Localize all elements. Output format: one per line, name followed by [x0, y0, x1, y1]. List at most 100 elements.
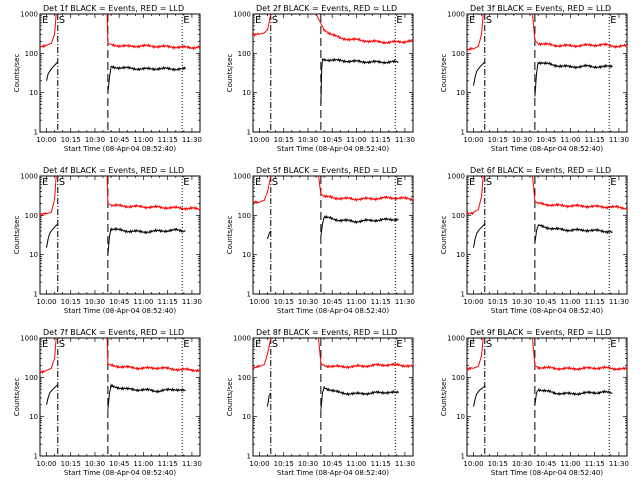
x-axis-label: Start Time (08-Apr-04 08:52:40)	[64, 469, 176, 477]
y-tick-label: 1000	[447, 335, 465, 343]
lld-series-line	[106, 338, 200, 373]
x-tick-label: 10:00	[463, 460, 483, 468]
marker-s: S	[59, 15, 65, 26]
y-axis-label: Counts/sec	[440, 378, 448, 417]
lld-series-line	[106, 14, 200, 51]
y-tick-label: 10	[456, 251, 465, 259]
y-tick-label: 100	[25, 50, 38, 58]
x-tick-label: 11:30	[395, 136, 415, 144]
lld-series-line	[467, 338, 484, 371]
y-tick-label: 100	[238, 50, 251, 58]
x-tick-label: 10:45	[109, 298, 129, 306]
y-tick-label: 100	[238, 212, 251, 220]
panel-title: Det 7f BLACK = Events, RED = LLD	[43, 328, 184, 337]
x-tick-label: 10:00	[36, 298, 56, 306]
marker-e: E	[255, 339, 261, 350]
x-tick-label: 11:30	[609, 298, 629, 306]
panel: Det 3f BLACK = Events, RED = LLD 1 10 100 10…	[440, 4, 629, 153]
events-series-line	[107, 226, 186, 255]
x-tick-label: 10:45	[536, 460, 556, 468]
y-tick-label: 10	[242, 413, 251, 421]
panel-title: Det 4f BLACK = Events, RED = LLD	[43, 166, 184, 175]
x-tick-label: 10:30	[85, 298, 105, 306]
x-tick-label: 10:00	[249, 460, 269, 468]
x-tick-label: 10:00	[249, 136, 269, 144]
x-tick-label: 11:00	[560, 460, 580, 468]
x-tick-label: 10:15	[61, 136, 81, 144]
marker-e: E	[255, 177, 261, 188]
panel-title: Det 6f BLACK = Events, RED = LLD	[470, 166, 611, 175]
lld-series-line	[532, 338, 627, 372]
marker-e: E	[255, 15, 261, 26]
marker-s: S	[486, 15, 492, 26]
x-tick-label: 11:30	[182, 298, 202, 306]
y-tick-label: 1	[34, 453, 38, 461]
lld-series-line	[467, 14, 484, 52]
x-tick-label: 10:45	[322, 460, 342, 468]
y-tick-label: 1	[247, 291, 251, 299]
x-axis-label: Start Time (08-Apr-04 08:52:40)	[491, 145, 603, 153]
y-tick-label: 1	[247, 453, 251, 461]
y-tick-label: 1000	[233, 335, 251, 343]
x-tick-label: 10:00	[36, 136, 56, 144]
x-tick-label: 10:00	[463, 136, 483, 144]
panel: Det 2f BLACK = Events, RED = LLD 1 10 100 10…	[226, 4, 415, 153]
x-tick-label: 10:30	[512, 136, 532, 144]
lld-series-line	[532, 14, 627, 49]
x-axis-label: Start Time (08-Apr-04 08:52:40)	[491, 307, 603, 315]
x-axis-label: Start Time (08-Apr-04 08:52:40)	[491, 469, 603, 477]
marker-e: E	[610, 339, 616, 350]
x-tick-label: 10:00	[463, 298, 483, 306]
panel: Det 6f BLACK = Events, RED = LLD 1 10 100 10…	[440, 166, 629, 315]
panel-title: Det 5f BLACK = Events, RED = LLD	[256, 166, 397, 175]
marker-s: S	[59, 177, 65, 188]
marker-e: E	[42, 15, 48, 26]
marker-e: E	[183, 177, 189, 188]
x-tick-label: 10:45	[536, 136, 556, 144]
plot-frame	[39, 13, 201, 133]
panel: Det 7f BLACK = Events, RED = LLD 1 10 100 10…	[13, 328, 202, 477]
x-tick-label: 11:30	[182, 136, 202, 144]
marker-e: E	[396, 339, 402, 350]
y-tick-label: 10	[29, 89, 38, 97]
y-tick-label: 100	[238, 374, 251, 382]
x-tick-label: 10:30	[298, 136, 318, 144]
lld-series-line	[318, 338, 413, 370]
y-tick-label: 10	[29, 413, 38, 421]
x-tick-label: 11:15	[585, 298, 605, 306]
y-axis-label: Counts/sec	[440, 216, 448, 255]
x-tick-label: 11:00	[346, 298, 366, 306]
y-tick-label: 1000	[447, 11, 465, 19]
x-tick-label: 10:45	[109, 136, 129, 144]
panel: Det 8f BLACK = Events, RED = LLD 1 10 100 10…	[226, 328, 415, 477]
panel-title: Det 8f BLACK = Events, RED = LLD	[256, 328, 397, 337]
y-tick-label: 100	[452, 212, 465, 220]
x-tick-label: 10:45	[109, 460, 129, 468]
y-tick-label: 100	[452, 374, 465, 382]
marker-s: S	[486, 339, 492, 350]
marker-s: S	[272, 177, 278, 188]
y-tick-label: 10	[456, 89, 465, 97]
x-tick-label: 10:15	[488, 298, 508, 306]
x-tick-label: 11:00	[560, 136, 580, 144]
y-tick-label: 10	[242, 251, 251, 259]
x-tick-label: 10:45	[322, 298, 342, 306]
x-tick-label: 10:15	[274, 298, 294, 306]
events-series-line	[46, 384, 59, 405]
y-axis-label: Counts/sec	[13, 216, 21, 255]
x-tick-label: 11:30	[182, 460, 202, 468]
x-tick-label: 11:00	[133, 136, 153, 144]
x-tick-label: 11:30	[395, 460, 415, 468]
y-tick-label: 10	[29, 251, 38, 259]
events-series-line	[473, 385, 486, 407]
y-tick-label: 1	[247, 129, 251, 137]
plot-frame	[252, 337, 414, 457]
y-tick-label: 100	[25, 212, 38, 220]
events-series-line	[534, 60, 613, 97]
x-tick-label: 10:15	[274, 136, 294, 144]
x-tick-label: 10:45	[536, 298, 556, 306]
panel: Det 5f BLACK = Events, RED = LLD 1 10 100 10…	[226, 166, 415, 315]
y-tick-label: 100	[25, 374, 38, 382]
x-tick-label: 10:15	[274, 460, 294, 468]
